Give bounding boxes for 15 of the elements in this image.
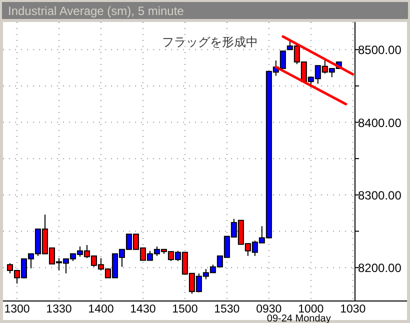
- x-tick-label: 1030: [340, 304, 366, 316]
- x-tick-label: 1000: [298, 304, 324, 316]
- chart-title: Industrial Average (sm), 5 minute: [8, 4, 184, 18]
- x-tick-label: 1530: [214, 304, 240, 316]
- x-tick-label: 1500: [172, 304, 198, 316]
- y-tick-label: 8200.00: [358, 261, 402, 276]
- x-tick-label: 1300: [4, 304, 30, 316]
- y-tick-label: 8300.00: [358, 188, 402, 202]
- x-tick-label: 1430: [130, 304, 156, 316]
- y-tick-label: 8400.00: [358, 116, 402, 130]
- x-tick-label: 0930: [256, 304, 282, 316]
- x-tick-label: 1400: [88, 304, 114, 316]
- y-tick-label: 8500.00: [358, 43, 402, 58]
- x-tick-label: 1330: [46, 304, 72, 316]
- annotation: フラッグを形成中: [162, 35, 258, 49]
